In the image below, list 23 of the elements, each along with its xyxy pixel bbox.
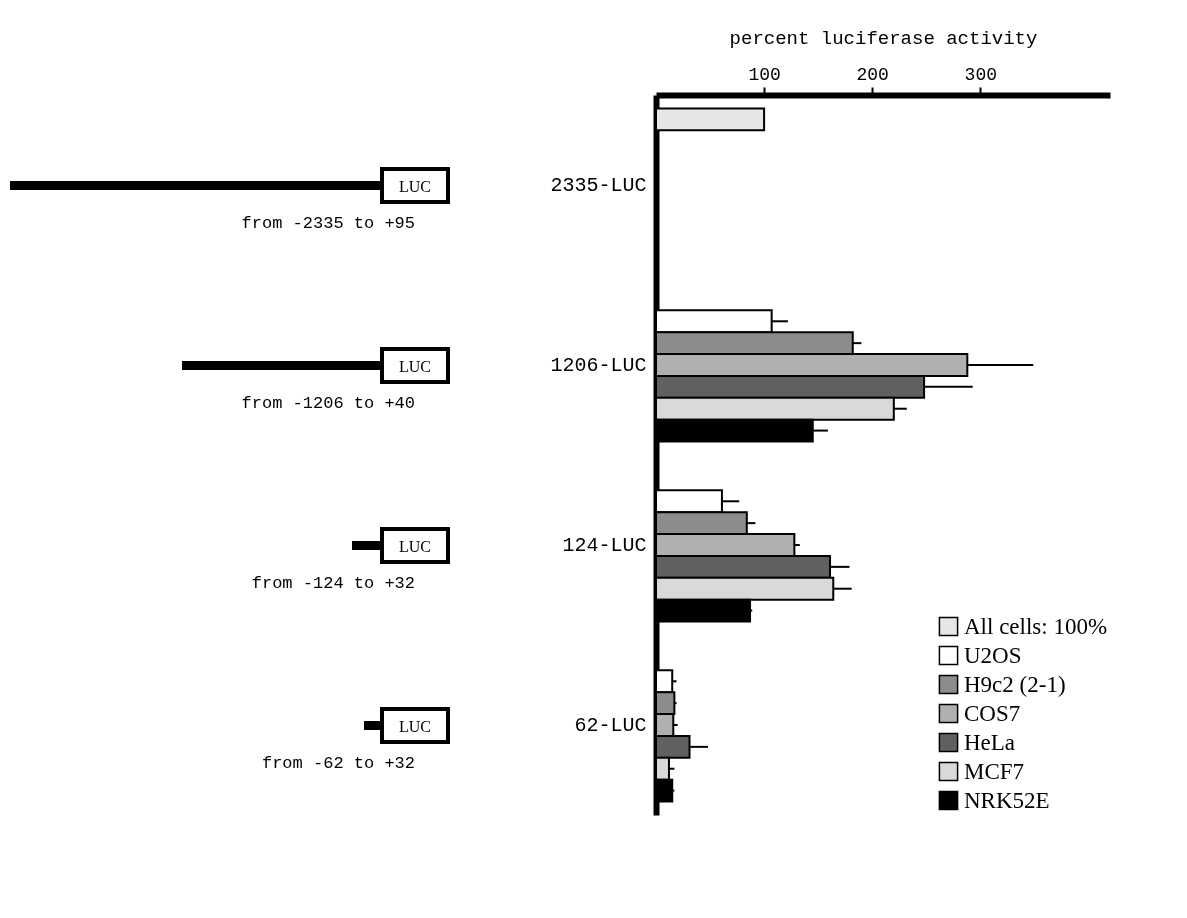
reporter-construct-diagram: LUC [364, 707, 450, 744]
y-tick-label: 124-LUC [562, 534, 647, 557]
legend-label: U2OS [964, 642, 1022, 668]
legend-label: NRK52E [964, 787, 1050, 813]
text: from -124 to +32 [251, 574, 415, 593]
reporter-construct-diagram: LUC [352, 527, 450, 564]
reporter-construct-diagram: LUC [182, 347, 450, 384]
y-tick-label: 1206-LUC [550, 354, 647, 377]
text: from -2335 to +95 [241, 214, 415, 233]
legend-label: H9c2 (2-1) [964, 671, 1066, 697]
y-tick-label: 2335-LUC [550, 174, 647, 197]
text: from -1206 to +40 [241, 394, 415, 413]
x-axis-title: percent luciferase activity [729, 27, 1038, 50]
legend-label: All cells: 100% [964, 613, 1108, 639]
x-tick-label: 100 [748, 64, 781, 85]
legend-label: HeLa [964, 729, 1016, 755]
reporter-construct-diagram: LUC [10, 167, 450, 204]
x-tick-label: 300 [964, 64, 997, 85]
y-tick-label: 62-LUC [574, 714, 647, 737]
legend-label: COS7 [964, 700, 1021, 726]
text: from -62 to +32 [261, 754, 415, 773]
x-tick-label: 200 [856, 64, 889, 85]
legend-label: MCF7 [964, 758, 1025, 784]
